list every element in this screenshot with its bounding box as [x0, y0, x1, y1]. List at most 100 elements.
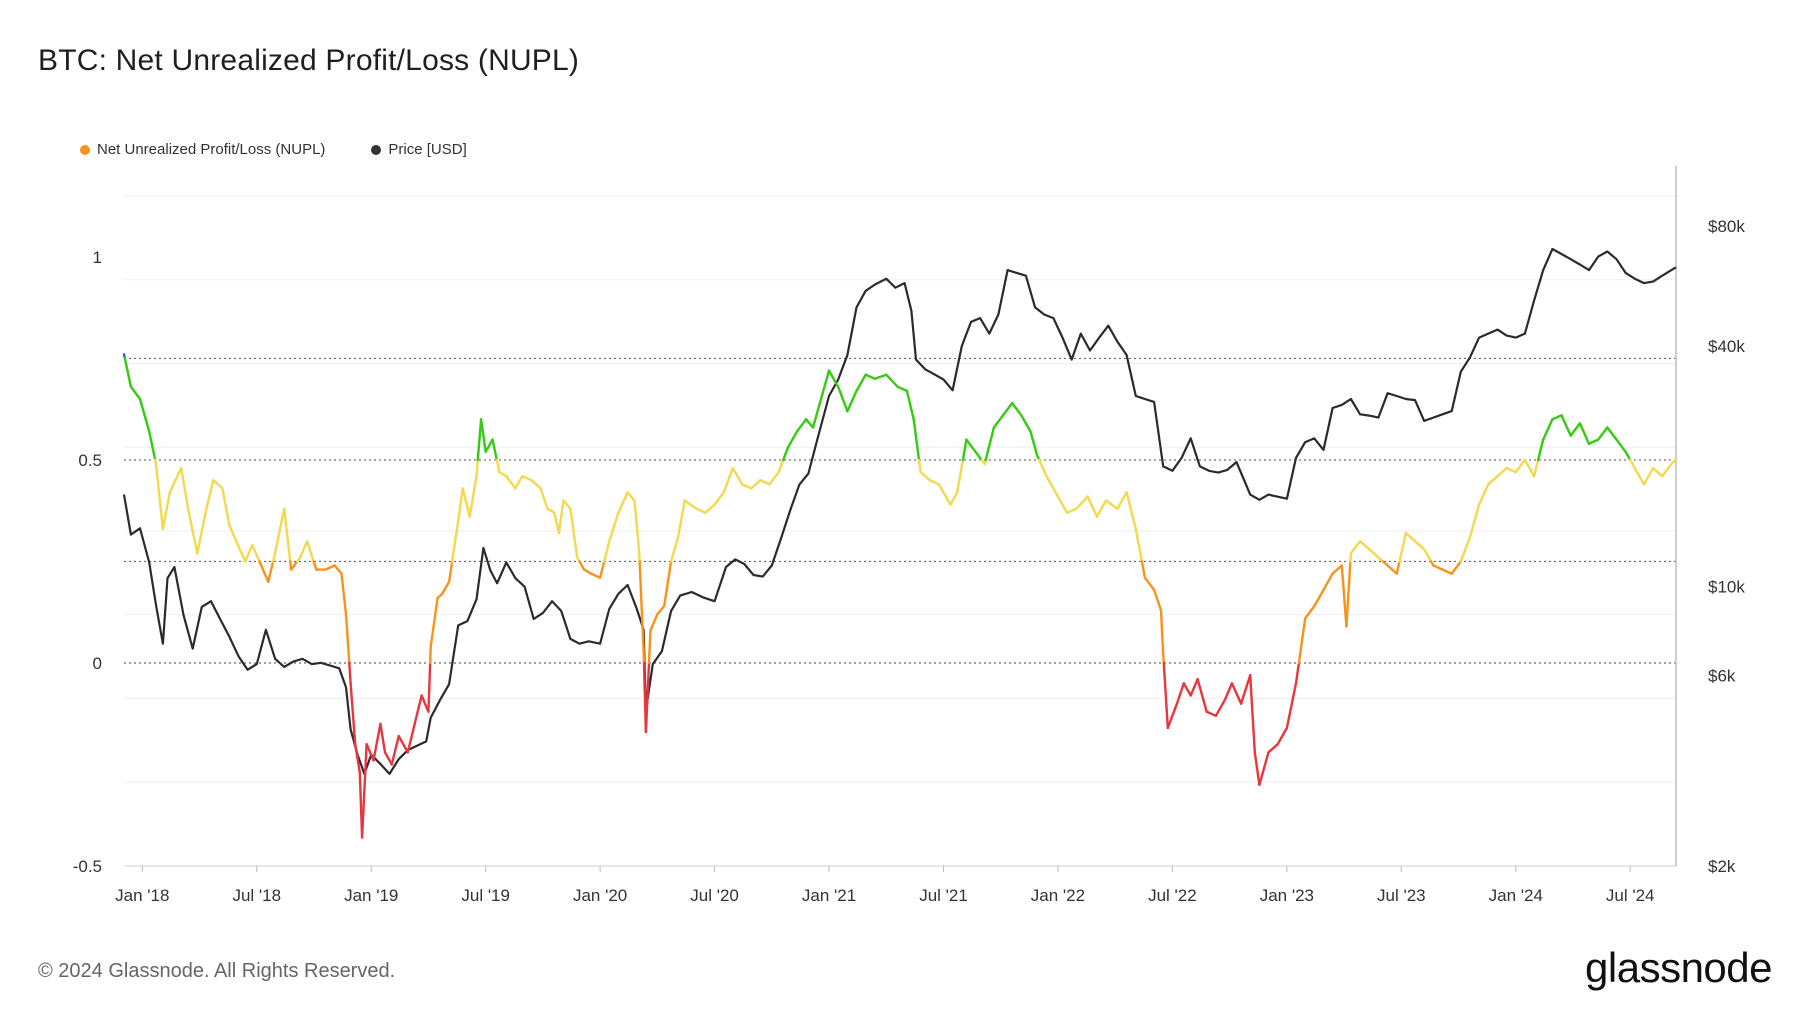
nupl-segment-optimism-anxiety — [1104, 499, 1119, 510]
nupl-segment-belief-denial — [147, 430, 157, 462]
nupl-segment-hope-fear — [333, 564, 343, 575]
nupl-segment-hope-fear — [289, 560, 299, 571]
nupl-segment-optimism-anxiety — [168, 466, 183, 494]
nupl-segment-optimism-anxiety — [305, 540, 315, 563]
nupl-segment-optimism-anxiety — [514, 475, 524, 490]
nupl-segment-hope-fear — [312, 560, 318, 571]
nupl-segment-capitulation — [1267, 743, 1279, 754]
nupl-segment-optimism-anxiety — [1075, 495, 1089, 510]
nupl-segment-hope-fear — [1303, 604, 1316, 620]
nupl-segment-optimism-anxiety — [196, 507, 208, 555]
nupl-segment-hope-fear — [1441, 568, 1453, 575]
y-right-tick-label: $2k — [1708, 857, 1736, 876]
nupl-segment-optimism-anxiety — [617, 491, 629, 514]
nupl-segment-optimism-anxiety — [928, 479, 941, 486]
nupl-segment-optimism-anxiety — [562, 499, 572, 510]
nupl-segment-capitulation — [383, 751, 393, 766]
nupl-segment-hope-fear — [1386, 564, 1398, 575]
legend-swatch-price — [371, 144, 382, 155]
nupl-segment-belief-denial — [491, 438, 498, 462]
legend-label-price: Price [USD] — [388, 141, 467, 158]
nupl-segment-capitulation — [1285, 682, 1298, 730]
y-right-tick-label: $80k — [1708, 217, 1745, 236]
x-tick-label: Jul '20 — [690, 886, 739, 905]
nupl-segment-optimism-anxiety — [1468, 503, 1481, 539]
nupl-segment-belief-denial — [1606, 426, 1618, 441]
nupl-segment-optimism-anxiety — [475, 458, 479, 478]
y-left-tick-label: 0 — [93, 654, 102, 673]
legend-item-price[interactable]: Price [USD] — [371, 141, 467, 158]
nupl-series — [122, 353, 1678, 839]
x-tick-label: Jan '23 — [1260, 886, 1314, 905]
nupl-segment-capitulation — [1175, 682, 1186, 705]
nupl-segment-optimism-anxiety — [1045, 475, 1060, 498]
nupl-segment-optimism-anxiety — [1642, 466, 1655, 486]
nupl-segment-optimism-anxiety — [495, 458, 501, 474]
nupl-segment-hope-fear — [429, 596, 439, 648]
legend-swatch-nupl — [80, 144, 90, 155]
nupl-segment-hope-fear — [260, 564, 270, 583]
nupl-segment-optimism-anxiety — [1505, 466, 1518, 474]
nupl-segment-capitulation — [413, 694, 423, 726]
nupl-segment-capitulation — [1248, 674, 1257, 754]
nupl-segment-optimism-anxiety — [633, 499, 641, 551]
nupl-segment-capitulation — [365, 743, 375, 762]
nupl-segment-optimism-anxiety — [569, 507, 579, 559]
nupl-segment-belief-denial — [1020, 414, 1032, 433]
nupl-segment-optimism-anxiety — [1514, 458, 1527, 474]
nupl-segment-belief-denial — [984, 426, 996, 462]
nupl-segment-belief-denial — [873, 373, 888, 380]
nupl-segment-capitulation — [1182, 682, 1192, 697]
nupl-segment-belief-denial — [992, 414, 1005, 429]
x-tick-label: Jul '24 — [1606, 886, 1655, 905]
nupl-segment-optimism-anxiety — [637, 548, 641, 563]
nupl-segment-optimism-anxiety — [273, 507, 286, 555]
nupl-segment-belief-denial — [1536, 438, 1545, 462]
nupl-segment-optimism-anxiety — [683, 499, 698, 510]
nupl-segment-belief-denial — [1551, 414, 1563, 421]
nupl-segment-capitulation — [406, 722, 416, 754]
nupl-segment-optimism-anxiety — [1095, 499, 1108, 518]
nupl-segment-belief-denial — [782, 446, 789, 462]
nupl-segment-optimism-anxiety — [713, 491, 725, 506]
nupl-segment-belief-denial — [818, 369, 831, 405]
nupl-segment-optimism-anxiety — [154, 462, 165, 531]
nupl-segment-optimism-anxiety — [1404, 531, 1417, 543]
nupl-segment-capitulation — [349, 682, 357, 746]
nupl-segment-optimism-anxiety — [1651, 466, 1664, 478]
nupl-segment-capitulation — [1230, 682, 1243, 705]
nupl-segment-belief-denial — [484, 438, 494, 453]
nupl-segment-optimism-anxiety — [498, 470, 508, 478]
nupl-segment-belief-denial — [1560, 414, 1572, 437]
nupl-segment-hope-fear — [1331, 564, 1344, 575]
nupl-segment-belief-denial — [123, 357, 133, 388]
nupl-segment-optimism-anxiety — [271, 552, 277, 563]
nupl-segment-optimism-anxiety — [450, 519, 460, 563]
nupl-segment-optimism-anxiety — [1477, 483, 1490, 506]
nupl-segment-optimism-anxiety — [740, 483, 753, 490]
nupl-segment-optimism-anxiety — [1125, 491, 1138, 531]
legend-item-nupl[interactable]: Net Unrealized Profit/Loss (NUPL) — [80, 141, 325, 158]
nupl-segment-optimism-anxiety — [1116, 491, 1128, 510]
nupl-segment-optimism-anxiety — [539, 487, 549, 510]
nupl-segment-optimism-anxiety — [676, 499, 686, 539]
nupl-segment-capitulation — [1253, 751, 1261, 786]
nupl-segment-optimism-anxiety — [1487, 475, 1499, 486]
nupl-segment-optimism-anxiety — [1413, 540, 1426, 551]
nupl-segment-hope-fear — [1432, 564, 1444, 571]
nupl-segment-belief-denial — [965, 438, 977, 453]
nupl-segment-belief-denial — [1587, 438, 1600, 445]
nupl-segment-belief-denial — [479, 418, 487, 453]
nupl-segment-optimism-anxiety — [1661, 462, 1673, 478]
nupl-segment-optimism-anxiety — [750, 479, 762, 490]
x-tick-label: Jul '23 — [1377, 886, 1426, 905]
y-left-tick-label: -0.5 — [73, 857, 102, 876]
nupl-segment-hope-fear — [324, 564, 336, 571]
nupl-segment-belief-denial — [837, 385, 849, 413]
nupl-segment-hope-fear — [1450, 560, 1463, 575]
nupl-segment-optimism-anxiety — [777, 458, 785, 474]
x-tick-label: Jul '19 — [461, 886, 510, 905]
nupl-segment-hope-fear — [582, 568, 593, 575]
nupl-segment-optimism-anxiety — [1628, 458, 1637, 470]
